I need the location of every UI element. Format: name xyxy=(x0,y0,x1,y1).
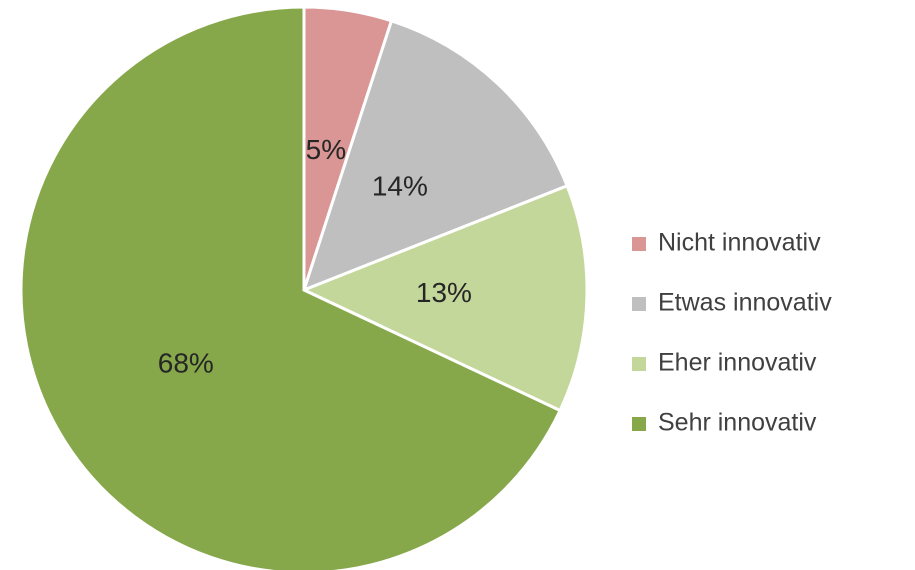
legend-swatch xyxy=(632,237,646,251)
data-label: 68% xyxy=(158,347,214,378)
legend-label: Eher innovativ xyxy=(658,349,817,377)
legend-label: Nicht innovativ xyxy=(658,229,821,257)
pie-slice xyxy=(19,5,563,570)
legend-label: Etwas innovativ xyxy=(658,289,832,317)
legend-swatch xyxy=(632,417,646,431)
data-label: 14% xyxy=(372,170,428,201)
data-label: 5% xyxy=(306,134,346,165)
legend-swatch xyxy=(632,297,646,311)
pie-slice xyxy=(301,18,570,293)
pie-slice xyxy=(300,183,589,413)
legend-label: Sehr innovativ xyxy=(658,409,817,437)
legend-swatch xyxy=(632,357,646,371)
data-label: 13% xyxy=(416,277,472,308)
